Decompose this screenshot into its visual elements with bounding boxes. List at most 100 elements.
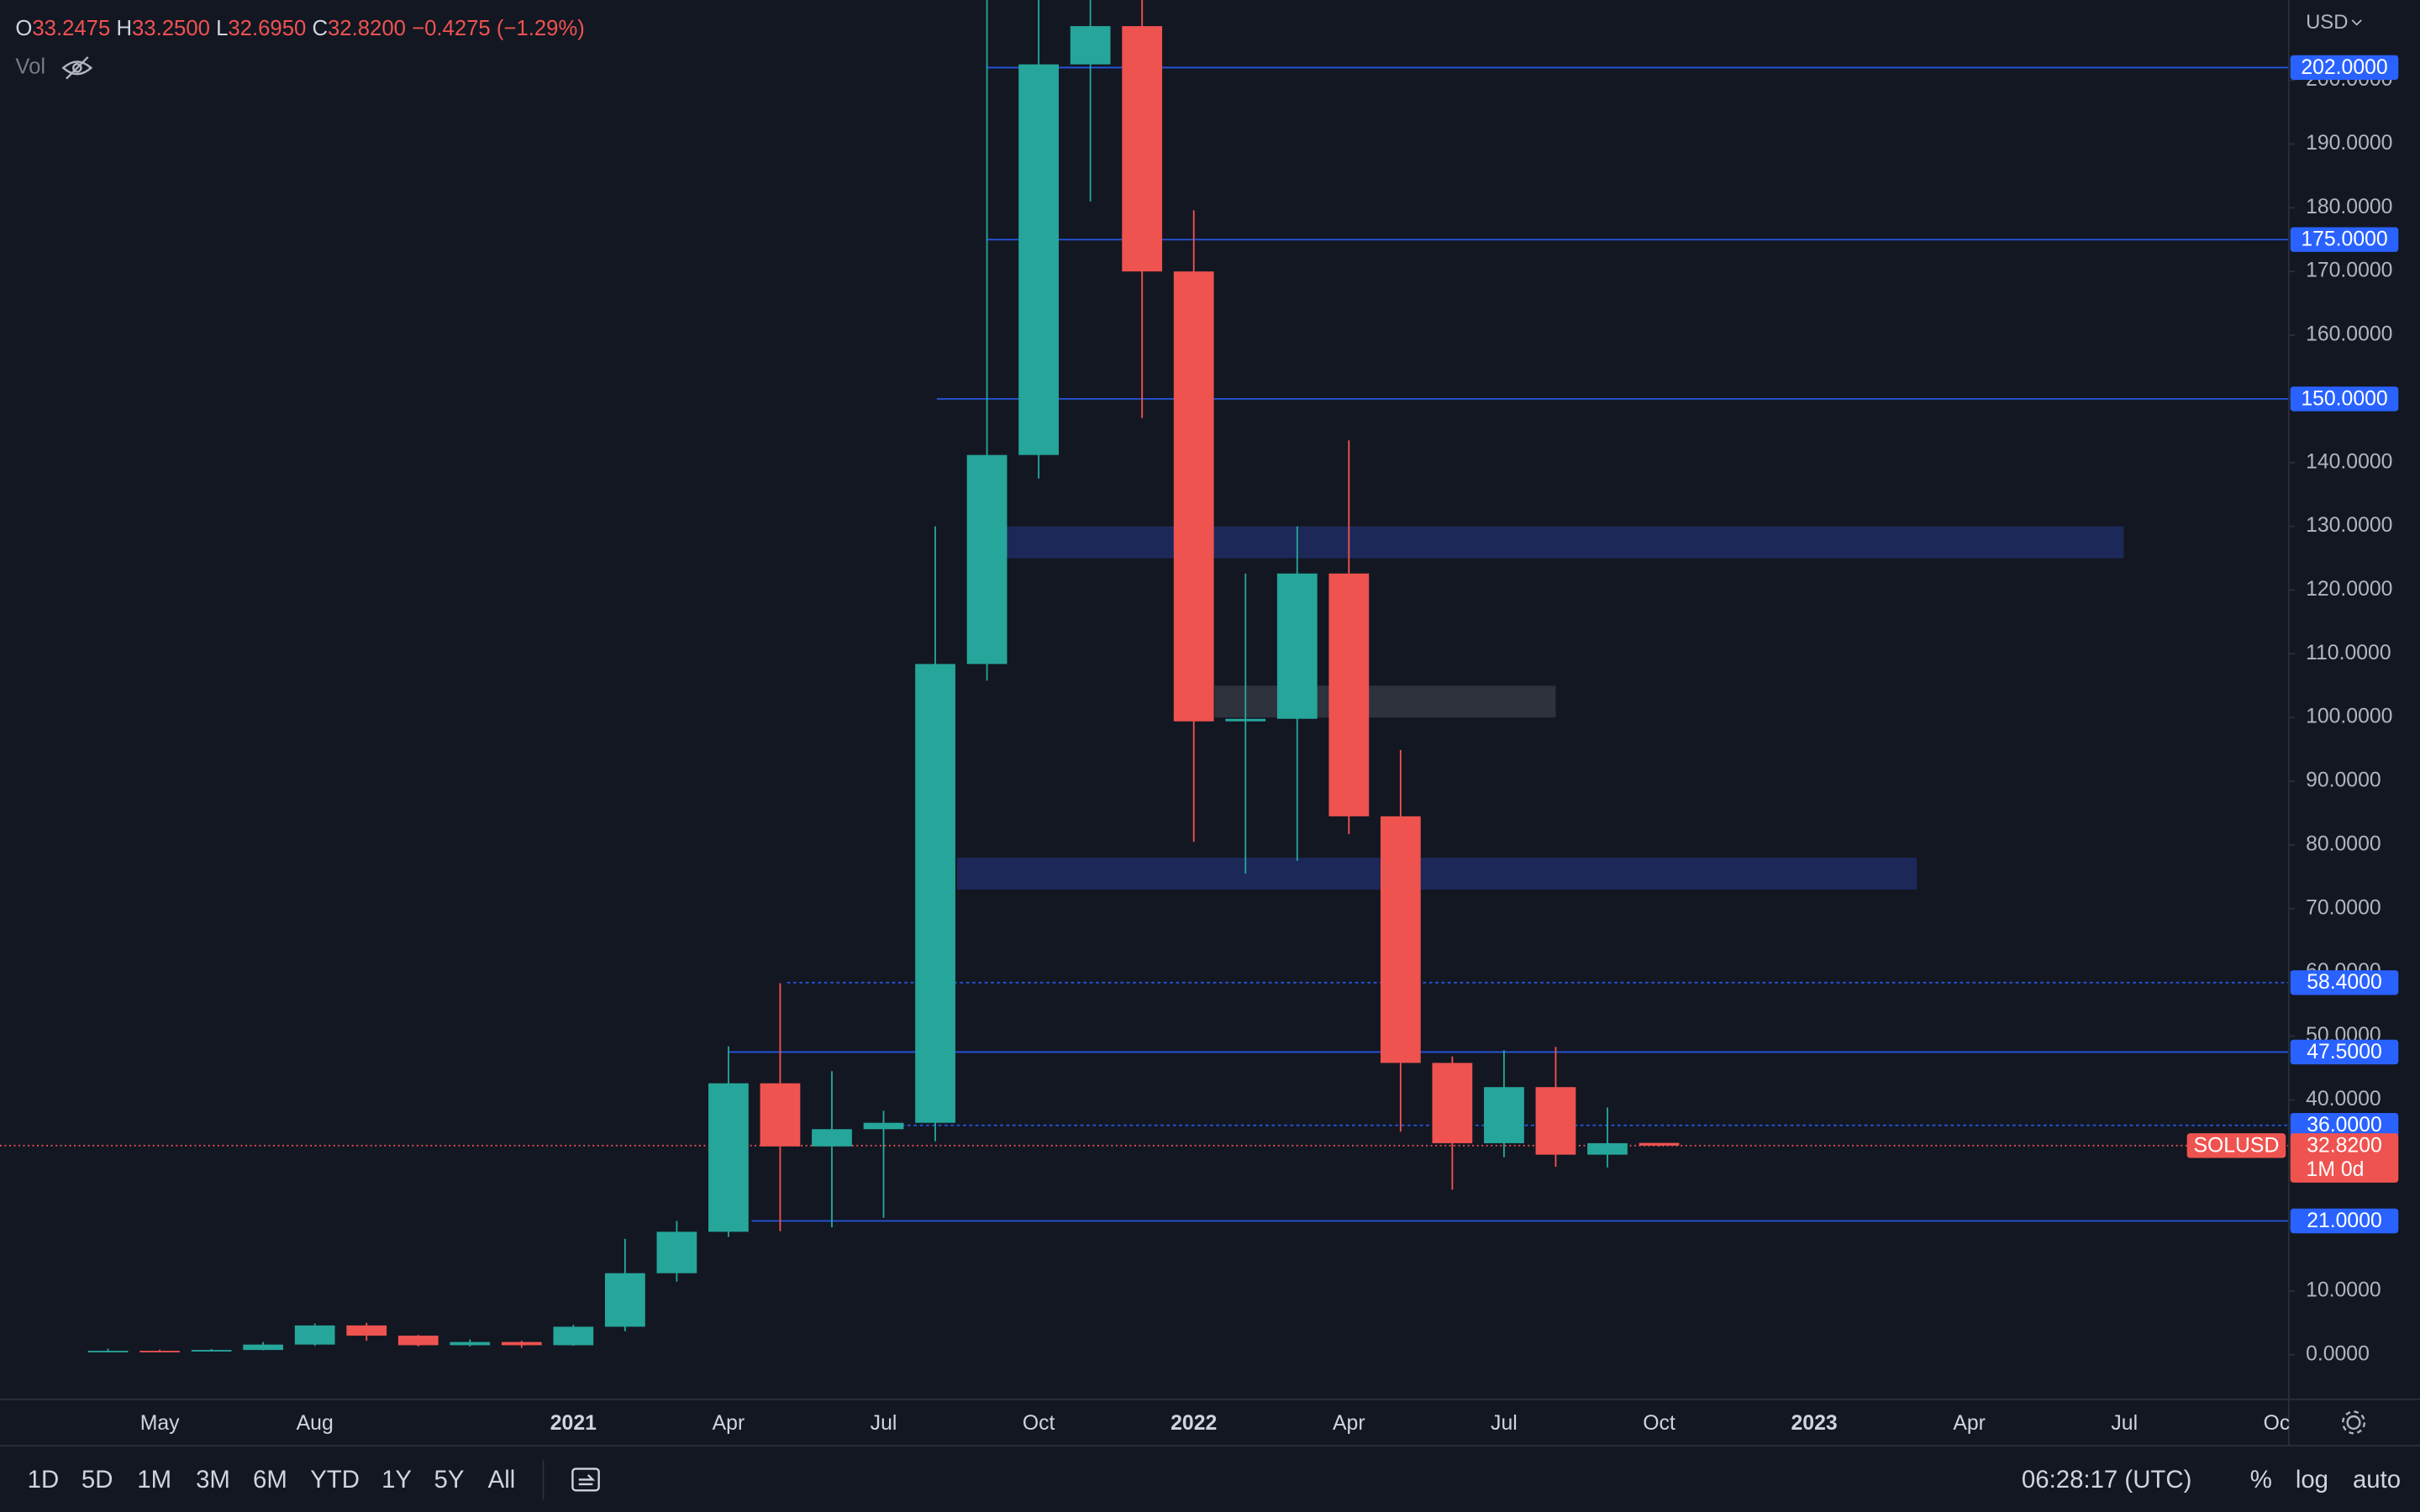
clock: 06:28:17 (UTC) xyxy=(2022,1466,2191,1494)
bottom-toolbar: 1D 5D 1M 3M 6M YTD 1Y 5Y All xyxy=(28,1466,516,1494)
level-badge xyxy=(2290,1113,2399,1138)
x-tick-label: Apr xyxy=(1953,1412,1986,1435)
low-value: 32.6950 xyxy=(228,17,306,40)
range-button[interactable]: 1D xyxy=(28,1466,60,1494)
range-button[interactable]: 5Y xyxy=(434,1466,465,1494)
level-badge-label: 175.0000 xyxy=(2301,228,2387,251)
candle-body xyxy=(1328,573,1370,816)
zone xyxy=(956,858,1918,890)
hide-volume-icon[interactable] xyxy=(61,56,93,80)
range-button[interactable]: 1Y xyxy=(381,1466,412,1494)
candle-body xyxy=(501,1341,542,1346)
candle-body xyxy=(1639,1142,1680,1146)
candle-body xyxy=(139,1351,180,1352)
candle-body xyxy=(87,1351,129,1352)
y-tick-label: 100.0000 xyxy=(2306,706,2392,728)
level-badge xyxy=(2290,970,2399,995)
currency-selector[interactable]: USD xyxy=(2306,11,2348,34)
candle-body xyxy=(708,1083,749,1232)
range-button[interactable]: 5D xyxy=(82,1466,113,1494)
level-badge xyxy=(2290,386,2399,412)
range-button[interactable]: 6M xyxy=(253,1466,287,1494)
candle-body xyxy=(1070,26,1111,65)
y-tick-label: 180.0000 xyxy=(2306,196,2392,218)
candle-body xyxy=(294,1325,335,1345)
close-label: C xyxy=(312,17,328,40)
auto-toggle[interactable]: auto xyxy=(2353,1466,2401,1494)
candle-body xyxy=(1380,816,1421,1063)
y-tick-label: 90.0000 xyxy=(2306,769,2381,792)
level-badge xyxy=(2290,227,2399,252)
range-button[interactable]: 3M xyxy=(196,1466,230,1494)
y-tick-label: 10.0000 xyxy=(2306,1279,2381,1302)
open-value: 33.2475 xyxy=(32,17,110,40)
candle-body xyxy=(1535,1087,1576,1155)
candle-body xyxy=(1276,573,1318,719)
plot-area xyxy=(0,0,2289,1352)
candle-body xyxy=(915,664,955,1123)
settings-icon[interactable] xyxy=(2341,1410,2366,1435)
level-badge-label: 21.0000 xyxy=(2307,1210,2382,1232)
candle-body xyxy=(863,1122,904,1130)
y-tick-label: 140.0000 xyxy=(2306,450,2392,473)
currency-caret xyxy=(2351,19,2362,26)
candle-body xyxy=(605,1273,645,1327)
candle-body xyxy=(553,1326,594,1346)
percent-toggle[interactable]: % xyxy=(2250,1466,2272,1494)
y-tick-label: 110.0000 xyxy=(2306,642,2391,664)
x-tick-label: Oct xyxy=(2264,1412,2296,1435)
x-tick-label: Apr xyxy=(1333,1412,1365,1435)
candle-body xyxy=(1587,1142,1628,1155)
y-tick-label: 0.0000 xyxy=(2306,1342,2370,1365)
level-badge xyxy=(2290,1208,2399,1234)
close-value: 32.8200 xyxy=(328,17,406,40)
level-badge-label: 58.4000 xyxy=(2307,971,2382,994)
range-button[interactable]: 1M xyxy=(137,1466,171,1494)
level-badge-label: 150.0000 xyxy=(2301,387,2387,410)
candle-body xyxy=(656,1231,697,1273)
x-tick-label: May xyxy=(140,1412,180,1435)
candle-body xyxy=(191,1350,232,1352)
symbol-badge-label: SOLUSD xyxy=(2193,1134,2279,1157)
ohlc-legend: O33.2475 H33.2500 L32.6950 C32.8200 −0.4… xyxy=(15,17,585,40)
x-tick-label: 2022 xyxy=(1171,1412,1217,1435)
y-tick-label: 40.0000 xyxy=(2306,1088,2381,1110)
candle-body xyxy=(1173,271,1214,722)
candle-body xyxy=(760,1083,801,1147)
x-tick-label: Oct xyxy=(1643,1412,1676,1435)
y-tick-label: 130.0000 xyxy=(2306,514,2392,537)
zone xyxy=(1214,685,1556,718)
x-tick-label: 2023 xyxy=(1791,1412,1838,1435)
candle-body xyxy=(450,1341,491,1346)
y-tick-label: 120.0000 xyxy=(2306,578,2392,601)
level-badge-label: 47.5000 xyxy=(2307,1041,2382,1063)
high-value: 33.2500 xyxy=(132,17,210,40)
candle-body xyxy=(1225,718,1266,722)
symbol-badge xyxy=(2186,1133,2286,1158)
y-tick-label: 170.0000 xyxy=(2306,260,2392,282)
x-tick-label: Oct xyxy=(1023,1412,1055,1435)
y-tick-label: 80.0000 xyxy=(2306,832,2381,855)
x-tick-label: Jul xyxy=(871,1412,897,1435)
x-axis-labels: May Aug 2021 Apr Jul Oct 2022 Apr Jul Oct 2023 Apr J… xyxy=(140,1412,2296,1435)
candle-body xyxy=(1432,1063,1473,1143)
log-toggle[interactable]: log xyxy=(2296,1466,2328,1494)
level-badge xyxy=(2290,55,2399,81)
last-price-badge xyxy=(2290,1133,2399,1183)
x-tick-label: Aug xyxy=(297,1412,334,1435)
countdown-label: 1M 0d xyxy=(2307,1158,2365,1181)
level-badge-label: 36.0000 xyxy=(2307,1114,2382,1137)
candle-body xyxy=(966,454,1007,664)
x-tick-label: 2021 xyxy=(550,1412,597,1435)
open-label: O xyxy=(15,17,32,40)
axes: 0.000010.000020.000030.000040.000050.000… xyxy=(2186,55,2399,1365)
x-tick-label: Jul xyxy=(1491,1412,1518,1435)
y-tick-label: 70.0000 xyxy=(2306,896,2381,919)
candle-body xyxy=(346,1325,387,1336)
range-button[interactable]: YTD xyxy=(310,1466,360,1494)
compare-icon[interactable] xyxy=(571,1467,600,1492)
range-button[interactable]: All xyxy=(488,1466,516,1494)
level-badge-label: 202.0000 xyxy=(2301,56,2387,79)
candle-body xyxy=(243,1344,284,1351)
